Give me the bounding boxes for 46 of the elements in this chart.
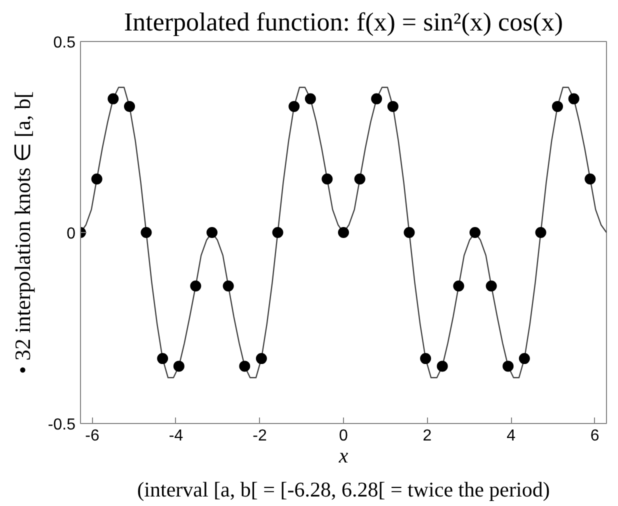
y-tick-label: 0.5 — [53, 34, 76, 52]
point — [157, 353, 168, 364]
point — [108, 93, 119, 104]
point — [272, 227, 284, 238]
point — [304, 93, 316, 104]
point — [288, 100, 300, 112]
point — [239, 360, 250, 372]
point — [190, 280, 202, 292]
point — [256, 353, 267, 364]
point — [568, 93, 580, 104]
line-series — [80, 86, 606, 378]
point — [584, 174, 596, 185]
point — [535, 227, 546, 238]
point — [404, 227, 415, 238]
x-tick-label: -6 — [85, 428, 100, 444]
x-tick-label: 2 — [422, 428, 432, 444]
point — [470, 227, 480, 238]
point — [206, 227, 218, 238]
point — [552, 100, 563, 112]
y-tick-label: 0 — [66, 226, 76, 242]
x-tick-label: -2 — [252, 428, 267, 444]
x-tick-label: 0 — [339, 428, 348, 444]
point — [387, 100, 398, 112]
point — [124, 100, 135, 112]
point — [518, 353, 530, 364]
point — [322, 174, 333, 185]
point — [420, 353, 432, 364]
point — [173, 360, 184, 372]
point — [453, 280, 464, 292]
point — [354, 174, 366, 185]
point — [371, 93, 382, 104]
point — [486, 280, 497, 292]
x-axis-title: x — [338, 444, 349, 468]
point — [502, 360, 514, 372]
x-tick-label: 4 — [506, 428, 516, 444]
chart-title: Interpolated function: f(x) = sin²(x) cos(x) — [124, 8, 564, 36]
x-tick-label: -4 — [168, 428, 184, 444]
x-tick-label: 6 — [590, 428, 600, 444]
y-tick-label: -0.5 — [48, 416, 76, 434]
point — [91, 174, 102, 185]
y-axis-title: • 32 interpolation knots ∈ [a, b[ — [10, 91, 35, 374]
point — [338, 227, 349, 238]
point — [222, 280, 234, 292]
point — [140, 227, 152, 238]
text: (interval [a, b[ = [-6.28, 6.28[ = twice the period) — [137, 478, 550, 502]
point — [436, 360, 448, 372]
